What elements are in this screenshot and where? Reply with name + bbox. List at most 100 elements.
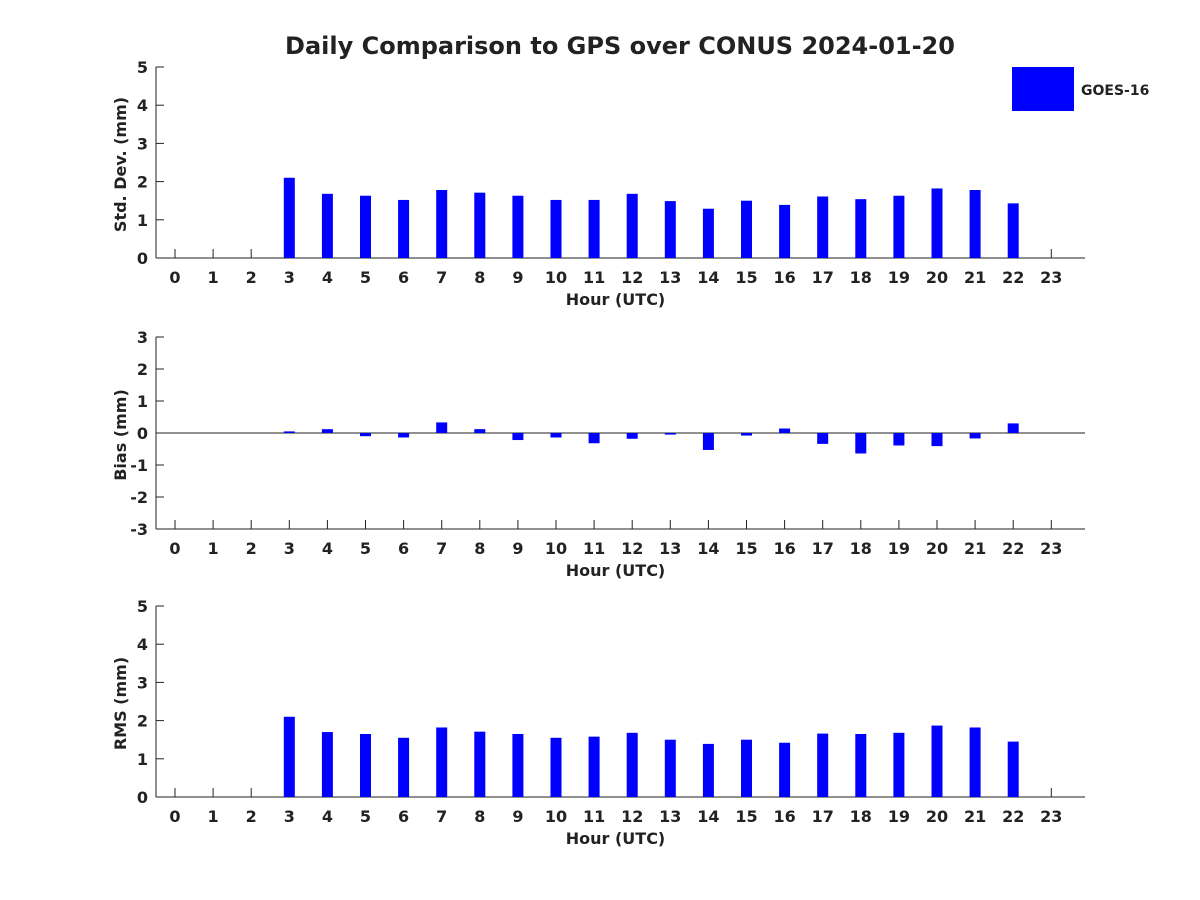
bar-hour-6 (398, 433, 410, 438)
x-tick-label: 0 (169, 807, 180, 826)
x-tick-label: 23 (1040, 539, 1062, 558)
x-tick-label: 1 (208, 268, 219, 287)
x-axis-label: Hour (UTC) (566, 829, 666, 848)
bar-hour-11 (588, 433, 600, 444)
x-tick-label: 23 (1040, 807, 1062, 826)
x-tick-label: 5 (360, 807, 371, 826)
bar-hour-5 (360, 733, 371, 797)
y-tick-label: 1 (137, 211, 148, 230)
x-tick-label: 16 (773, 268, 795, 287)
x-tick-label: 21 (964, 807, 986, 826)
bar-hour-11 (588, 736, 600, 797)
x-tick-label: 3 (284, 268, 295, 287)
bar-hour-17 (817, 733, 829, 797)
x-tick-label: 17 (812, 807, 834, 826)
x-tick-label: 19 (888, 539, 910, 558)
y-tick-label: 0 (137, 788, 148, 807)
bar-hour-17 (817, 433, 829, 444)
x-tick-label: 7 (436, 539, 447, 558)
y-axis-label: Std. Dev. (mm) (111, 97, 130, 232)
x-tick-label: 13 (659, 807, 681, 826)
x-tick-label: 22 (1002, 539, 1024, 558)
x-tick-label: 5 (360, 539, 371, 558)
x-tick-label: 4 (322, 807, 333, 826)
x-tick-label: 18 (850, 268, 872, 287)
x-tick-label: 20 (926, 807, 948, 826)
bar-hour-16 (779, 428, 791, 433)
x-tick-label: 4 (322, 268, 333, 287)
x-tick-label: 9 (512, 539, 523, 558)
bar-hour-18 (855, 733, 867, 797)
bar-hour-7 (436, 190, 448, 258)
bar-hour-3 (283, 716, 295, 797)
y-tick-label: 4 (137, 635, 148, 654)
y-axis-label: Bias (mm) (111, 389, 130, 481)
y-tick-label: 4 (137, 96, 148, 115)
x-tick-label: 17 (812, 539, 834, 558)
x-tick-label: 23 (1040, 268, 1062, 287)
x-tick-label: 18 (850, 539, 872, 558)
bar-hour-3 (283, 177, 295, 258)
x-tick-label: 10 (545, 268, 567, 287)
x-tick-label: 6 (398, 807, 409, 826)
x-tick-label: 18 (850, 807, 872, 826)
x-tick-label: 20 (926, 268, 948, 287)
y-tick-label: 3 (137, 134, 148, 153)
y-tick-label: 0 (137, 249, 148, 268)
x-tick-label: 2 (246, 268, 257, 287)
x-tick-label: 13 (659, 539, 681, 558)
x-tick-label: 2 (246, 807, 257, 826)
x-tick-label: 21 (964, 268, 986, 287)
bar-hour-17 (817, 196, 829, 258)
bar-hour-19 (893, 732, 905, 797)
bar-hour-13 (664, 433, 676, 435)
x-tick-label: 12 (621, 539, 643, 558)
bar-hour-10 (550, 433, 562, 438)
bar-hour-15 (741, 200, 752, 258)
bar-hour-14 (702, 208, 714, 258)
bar-hour-16 (779, 204, 791, 258)
bar-hour-12 (626, 433, 638, 439)
x-tick-label: 13 (659, 268, 681, 287)
x-tick-label: 14 (697, 807, 719, 826)
bar-hour-21 (969, 727, 981, 797)
y-tick-label: 3 (137, 673, 148, 692)
y-tick-label: 0 (137, 424, 148, 443)
x-tick-label: 17 (812, 268, 834, 287)
bar-hour-20 (931, 433, 943, 447)
bar-hour-15 (741, 433, 752, 436)
bar-hour-4 (321, 193, 333, 258)
x-axis-label: Hour (UTC) (566, 561, 666, 580)
bar-hour-12 (626, 732, 638, 797)
bar-hour-8 (474, 429, 486, 433)
bar-hour-16 (779, 742, 791, 797)
bar-hour-9 (512, 433, 524, 441)
y-tick-label: 3 (137, 328, 148, 347)
y-tick-label: 2 (137, 712, 148, 731)
y-tick-label: 1 (137, 392, 148, 411)
bar-hour-7 (436, 422, 448, 433)
x-tick-label: 8 (474, 539, 485, 558)
bar-hour-21 (969, 433, 981, 439)
x-tick-label: 3 (284, 539, 295, 558)
bar-hour-22 (1007, 203, 1019, 258)
bar-hour-3 (283, 431, 295, 433)
bar-hour-13 (664, 201, 676, 258)
bar-hour-6 (398, 199, 410, 258)
x-tick-label: 9 (512, 807, 523, 826)
figure-title: Daily Comparison to GPS over CONUS 2024-… (285, 32, 955, 60)
bar-hour-8 (474, 731, 486, 797)
bar-hour-9 (512, 733, 524, 797)
x-tick-label: 21 (964, 539, 986, 558)
x-tick-label: 11 (583, 268, 605, 287)
bar-hour-15 (741, 739, 752, 797)
y-tick-label: -2 (130, 488, 148, 507)
x-tick-label: 6 (398, 539, 409, 558)
bar-hour-18 (855, 433, 867, 454)
x-tick-label: 7 (436, 268, 447, 287)
y-axis-label: RMS (mm) (111, 657, 130, 750)
x-tick-label: 4 (322, 539, 333, 558)
x-tick-label: 15 (735, 539, 757, 558)
